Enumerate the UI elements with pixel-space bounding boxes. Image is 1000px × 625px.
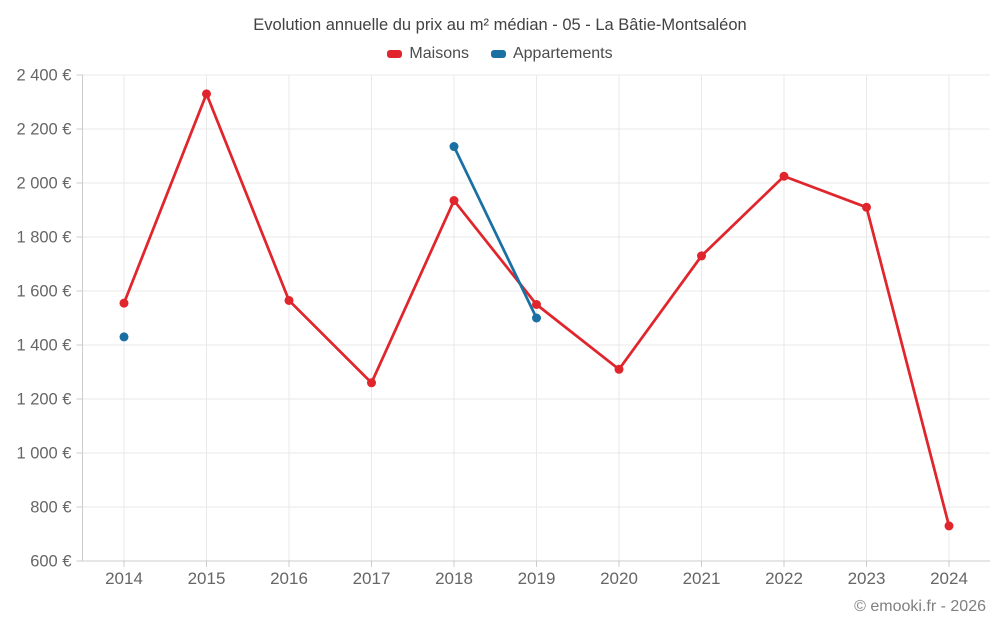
x-tick-label: 2015 — [188, 569, 226, 588]
maisons-point-2019[interactable] — [532, 300, 541, 309]
maisons-point-2016[interactable] — [284, 295, 294, 305]
x-tick-label: 2014 — [105, 569, 143, 588]
y-tick-label: 2 000 € — [16, 175, 71, 193]
x-tick-label: 2019 — [518, 569, 556, 588]
maisons-point-2023[interactable] — [862, 202, 871, 212]
maisons-point-2021[interactable] — [697, 251, 706, 261]
y-tick-label: 2 200 € — [16, 121, 71, 139]
appartements-swatch-icon — [490, 50, 506, 58]
legend-label-maisons: Maisons — [409, 45, 469, 62]
legend: Maisons Appartements — [0, 45, 1000, 63]
x-tick-label: 2020 — [600, 569, 638, 588]
legend-item-maisons[interactable]: Maisons — [387, 45, 469, 63]
maisons-point-2022[interactable] — [779, 171, 789, 181]
x-tick-label: 2022 — [765, 569, 803, 588]
maisons-point-2020[interactable] — [614, 364, 624, 374]
x-tick-label: 2017 — [353, 569, 391, 588]
appartements-point-2019[interactable] — [532, 313, 541, 323]
y-tick-label: 1 400 € — [16, 337, 71, 355]
y-tick-label: 1 600 € — [16, 283, 71, 301]
y-tick-label: 800 € — [30, 499, 71, 517]
y-tick-label: 1 800 € — [16, 229, 71, 247]
appartements-line — [452, 145, 538, 320]
y-tick-label: 1 200 € — [16, 391, 71, 409]
maisons-point-2014[interactable] — [119, 298, 129, 308]
maisons-point-2018[interactable] — [449, 196, 459, 206]
appartements-point-2014[interactable] — [119, 332, 129, 342]
y-tick-label: 600 € — [30, 553, 71, 571]
maisons-point-2024[interactable] — [944, 521, 954, 531]
maisons-point-2015[interactable] — [202, 89, 211, 99]
y-tick-label: 2 400 € — [16, 67, 71, 85]
y-tick-label: 1 000 € — [16, 445, 71, 463]
x-tick-label: 2016 — [270, 569, 308, 588]
chart-title: Evolution annuelle du prix au m² médian … — [253, 16, 747, 34]
legend-item-appartements[interactable]: Appartements — [490, 45, 613, 63]
maisons-swatch-icon — [387, 50, 403, 58]
copyright-notice: © emooki.fr - 2026 — [854, 598, 986, 615]
maisons-point-2017[interactable] — [367, 378, 376, 388]
x-tick-label: 2023 — [848, 569, 886, 588]
x-tick-label: 2018 — [435, 569, 473, 588]
x-tick-label: 2021 — [683, 569, 721, 588]
appartements-point-2018[interactable] — [449, 142, 459, 152]
legend-label-appartements: Appartements — [512, 45, 613, 62]
x-tick-label: 2024 — [930, 569, 968, 588]
